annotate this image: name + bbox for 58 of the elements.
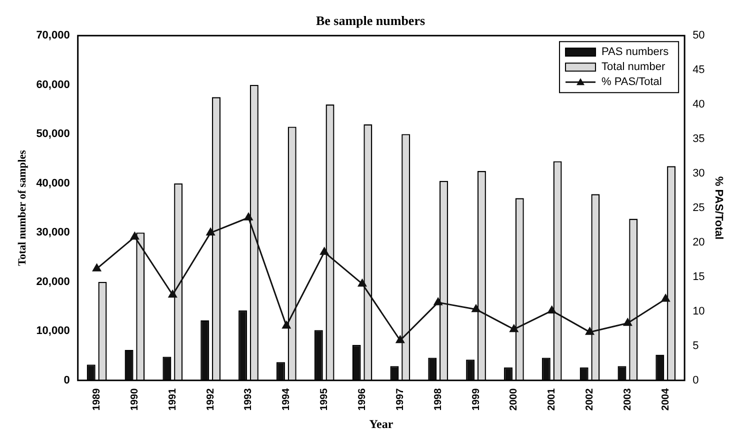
point [244, 212, 253, 220]
y-tick-label: 30,000 [36, 226, 70, 239]
y-axis-title: Total number of samples [16, 149, 28, 266]
y2-tick-label: 25 [692, 202, 705, 214]
point [661, 294, 670, 302]
y2-tick-label: 50 [692, 30, 705, 42]
x-tick-label: 2001 [546, 388, 558, 411]
x-tick-label: 1997 [394, 388, 406, 411]
y2-tick-label: 10 [692, 305, 705, 318]
point [282, 321, 291, 329]
point [434, 298, 442, 306]
y-tick-label: 0 [64, 374, 70, 386]
y2-tick-label: 40 [692, 98, 705, 111]
x-tick-label: 1990 [129, 388, 140, 411]
y2-axis-title: % PAS/Total [712, 176, 724, 240]
point [358, 279, 366, 287]
point [168, 290, 177, 298]
chart-title: Be sample numbers [316, 13, 426, 28]
x-tick-label: 1993 [243, 388, 254, 411]
x-tick-label: 1994 [281, 388, 292, 411]
y-tick-label: 10,000 [36, 325, 70, 338]
y-tick-label: 50,000 [36, 128, 70, 140]
point [320, 247, 329, 255]
x-tick-label: 2000 [508, 388, 520, 411]
point [396, 336, 404, 344]
legend-label: Total number [602, 61, 666, 74]
x-tick-label: 2004 [660, 388, 672, 411]
y-tick-label: 40,000 [36, 177, 70, 190]
point [130, 232, 139, 240]
point [623, 318, 632, 326]
legend-label: % PAS/Total [602, 76, 662, 88]
x-tick-label: 2002 [584, 388, 596, 411]
y-tick-label: 60,000 [36, 78, 70, 91]
y2-tick-label: 15 [692, 270, 705, 283]
y2-tick-label: 20 [692, 236, 705, 248]
legend-label: PAS numbers [602, 46, 670, 58]
x-tick-label: 1996 [356, 388, 368, 411]
point [548, 306, 556, 314]
y2-tick-label: 30 [692, 168, 705, 180]
y-tick-label: 20,000 [36, 276, 70, 288]
y2-tick-label: 0 [692, 374, 699, 386]
x-tick-label: 1991 [167, 388, 178, 411]
point [472, 304, 480, 312]
x-tick-label: 1995 [319, 388, 330, 411]
point [206, 228, 215, 236]
y2-tick-label: 5 [692, 340, 699, 352]
x-axis-title: Year [369, 416, 394, 431]
x-tick-label: 1998 [432, 388, 444, 411]
y-tick-label: 70,000 [36, 30, 70, 42]
y2-tick-label: 45 [692, 64, 705, 76]
x-tick-label: 1999 [470, 388, 482, 411]
x-tick-label: 1989 [92, 388, 103, 411]
x-tick-label: 2003 [622, 388, 634, 411]
point [510, 324, 518, 332]
x-tick-label: 1992 [205, 388, 216, 411]
point [92, 264, 102, 272]
point [586, 327, 594, 335]
y2-tick-label: 35 [692, 133, 705, 146]
